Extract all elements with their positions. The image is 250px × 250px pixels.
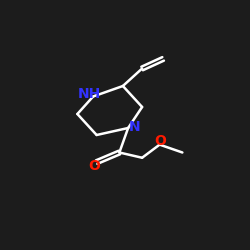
Text: N: N: [128, 120, 140, 134]
Text: O: O: [154, 134, 166, 148]
Text: NH: NH: [78, 87, 101, 101]
Text: O: O: [88, 159, 100, 172]
